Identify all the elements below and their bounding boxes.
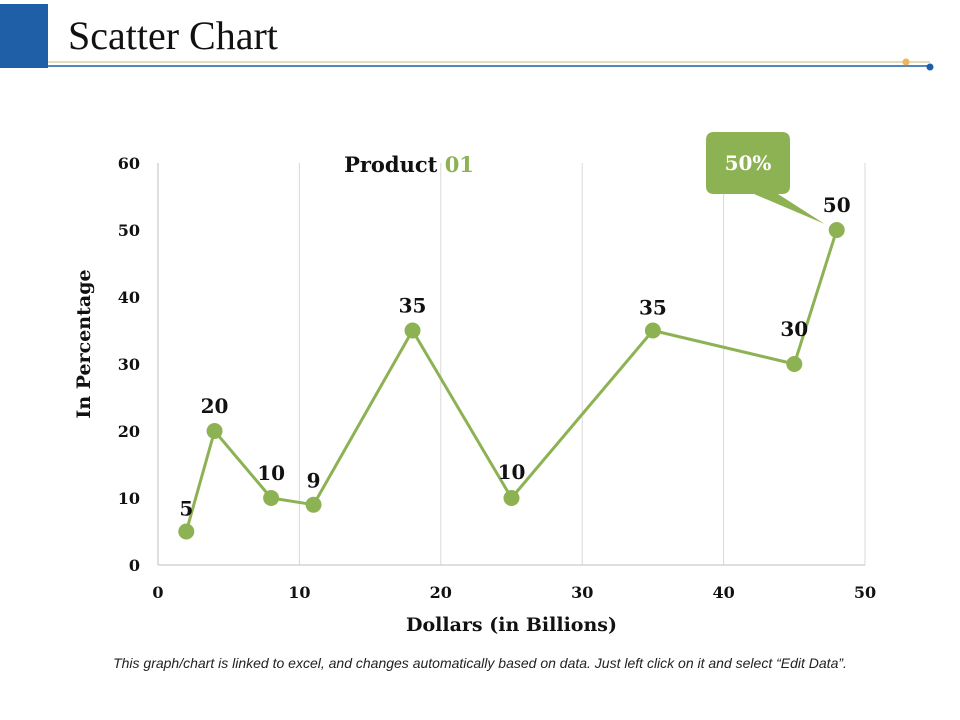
data-labels: 5 20 10 9 35 10 35 30 50 <box>179 193 850 521</box>
data-label: 50 <box>823 193 851 217</box>
callout-text: 50% <box>725 151 772 175</box>
callout-bubble: 50% <box>706 132 825 224</box>
x-tick-label: 10 <box>288 583 310 602</box>
data-point[interactable] <box>178 523 195 540</box>
callout-shape <box>706 132 825 224</box>
y-tick-label: 0 <box>129 556 140 575</box>
data-label: 35 <box>639 296 667 320</box>
data-point[interactable] <box>503 490 520 506</box>
y-tick-label: 60 <box>118 154 140 173</box>
data-label: 35 <box>399 294 427 318</box>
grid-lines <box>298 163 866 565</box>
title-accent-block <box>0 4 48 68</box>
x-axis-title: Dollars (in Billions) <box>406 614 617 636</box>
series-line-layer <box>184 229 839 532</box>
data-point[interactable] <box>206 423 223 439</box>
axes <box>157 163 865 566</box>
product-label: Product 01 <box>344 152 474 177</box>
x-tick-label: 0 <box>152 583 163 602</box>
chart-footnote: This graph/chart is linked to excel, and… <box>113 655 847 671</box>
x-tick-label: 40 <box>712 583 734 602</box>
product-label-prefix: Product <box>344 152 445 177</box>
x-tick-label: 30 <box>571 583 593 602</box>
data-points <box>178 222 845 540</box>
title-rule-blue-dot <box>926 63 934 71</box>
y-tick-label: 40 <box>118 288 140 307</box>
data-point[interactable] <box>263 490 280 506</box>
page-title: Scatter Chart <box>68 13 278 58</box>
data-label: 30 <box>780 317 808 341</box>
y-tick-label: 10 <box>118 489 140 508</box>
title-rule <box>48 58 934 71</box>
data-point[interactable] <box>786 356 803 372</box>
x-tick-label: 50 <box>854 583 876 602</box>
data-point[interactable] <box>644 322 661 339</box>
product-label-number: 01 <box>445 152 474 177</box>
data-point[interactable] <box>404 322 421 339</box>
y-tick-label: 30 <box>118 355 140 374</box>
data-label: 10 <box>498 460 526 484</box>
y-tick-label: 20 <box>118 422 140 441</box>
y-axis-title: In Percentage <box>73 269 95 418</box>
data-label: 5 <box>179 497 193 521</box>
data-label: 20 <box>201 394 229 418</box>
y-tick-label: 50 <box>118 221 140 240</box>
x-tick-label: 20 <box>430 583 452 602</box>
data-point[interactable] <box>305 496 322 513</box>
data-label: 10 <box>257 461 285 485</box>
title-rule-gold-dot <box>902 58 910 66</box>
data-point[interactable] <box>828 222 845 238</box>
series-line <box>184 229 839 532</box>
data-label: 9 <box>307 469 321 493</box>
